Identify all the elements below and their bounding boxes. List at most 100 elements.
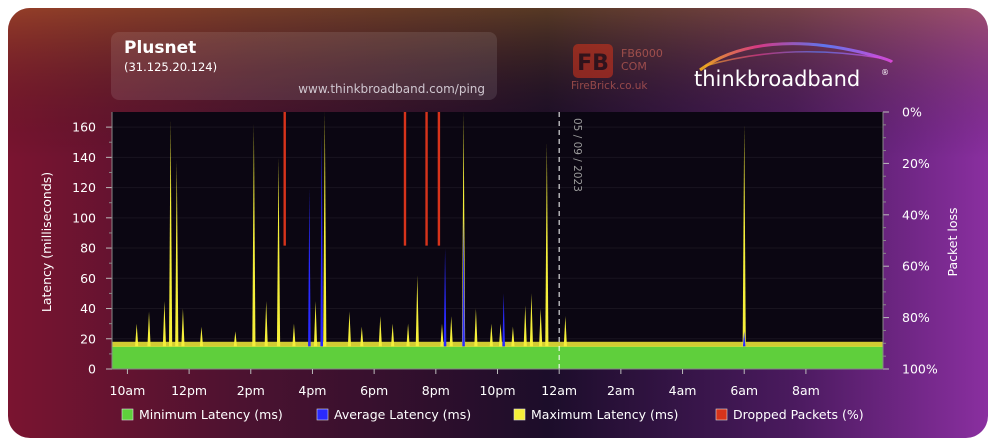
max-latency-spike: [391, 323, 395, 347]
y-tick-label: 0: [88, 362, 96, 377]
dropped-packets-bar: [425, 112, 428, 246]
y2-tick-label: 100%: [902, 362, 938, 377]
ping-url[interactable]: www.thinkbroadband.com/ping: [298, 82, 485, 96]
y2-tick-label: 80%: [902, 310, 930, 325]
max-latency-spike: [252, 124, 256, 347]
max-latency-spike: [539, 308, 543, 347]
max-latency-spike: [378, 316, 382, 347]
ip-address: (31.125.20.124): [124, 60, 217, 74]
max-latency-spike: [529, 293, 534, 347]
min-latency-series: [112, 346, 883, 369]
max-latency-spike: [233, 331, 237, 347]
dropped-packets-bar: [283, 112, 286, 246]
max-latency-spike: [162, 300, 167, 347]
x-tick-label: 8pm: [422, 383, 450, 398]
y-tick-label: 140: [72, 150, 96, 165]
y-axis-left: 0 20 40 60 80 100 120 140 160: [72, 112, 113, 377]
y2-tick-label: 40%: [902, 207, 930, 222]
max-latency-spike: [360, 326, 364, 347]
max-latency-spike: [347, 311, 352, 347]
x-tick-label: 6am: [730, 383, 758, 398]
legend: Minimum Latency (ms) Average Latency (ms)…: [121, 407, 864, 422]
firebrick-model: FB6000: [621, 47, 663, 60]
thinkbroadband-logo: thinkbroadband ®: [694, 42, 894, 91]
legend-label-max: Maximum Latency (ms): [531, 407, 678, 422]
isp-name: Plusnet: [124, 38, 196, 58]
y-axis-right: 0% 20% 40% 60% 80% 100%: [882, 105, 938, 377]
max-latency-spike: [449, 316, 453, 347]
avg-latency-spike: [320, 134, 324, 347]
y-axis-label: Latency (milliseconds): [39, 172, 54, 312]
max-latency-spike: [563, 316, 567, 347]
y-tick-label: 60: [80, 271, 96, 286]
max-latency-spike: [147, 311, 151, 347]
max-latency-spike: [440, 323, 444, 347]
max-latency-spike: [181, 308, 185, 347]
plot-area: [112, 112, 883, 369]
y2-tick-label: 0%: [902, 105, 922, 120]
max-latency-spike: [175, 160, 179, 347]
legend-label-min: Minimum Latency (ms): [139, 407, 283, 422]
y-tick-label: 20: [80, 331, 96, 346]
x-tick-label: 8am: [792, 383, 820, 398]
firebrick-logo: FB FB6000 COM FireBrick.co.uk: [571, 44, 663, 92]
x-tick-label: 6pm: [360, 383, 388, 398]
y-tick-label: 40: [80, 301, 96, 316]
max-latency-spike: [292, 323, 296, 347]
header-box: [111, 32, 497, 100]
firebrick-site: FireBrick.co.uk: [571, 80, 648, 92]
legend-swatch-max: [513, 408, 526, 421]
dropped-packets-bar: [437, 112, 441, 246]
avg-latency-spike: [308, 187, 311, 347]
min-latency-area: [112, 346, 883, 369]
date-marker-label: 05 / 09 / 2023: [571, 118, 583, 192]
logo-swirl: [699, 42, 894, 72]
max-latency-spike: [545, 142, 549, 347]
max-latency-baseline: [112, 341, 883, 347]
max-latency-spike: [135, 323, 139, 347]
max-latency-spike: [406, 323, 410, 347]
x-axis: 10am 12pm 2pm 4pm 6pm 8pm 10pm 12am 2am 4am 6am 8am: [110, 368, 883, 398]
legend-label-avg: Average Latency (ms): [334, 407, 471, 422]
y2-tick-label: 60%: [902, 259, 930, 274]
x-tick-label: 2am: [607, 383, 635, 398]
x-tick-label: 12pm: [171, 383, 207, 398]
avg-latency-spike: [742, 331, 746, 347]
y-tick-label: 160: [72, 120, 96, 135]
avg-latency-spike: [502, 293, 505, 347]
logo-registered: ®: [881, 68, 889, 77]
logo-text: thinkbroadband: [694, 67, 860, 91]
avg-latency-series: [308, 134, 746, 347]
max-latency-spike: [415, 275, 419, 347]
legend-swatch-avg: [316, 408, 329, 421]
x-tick-label: 4pm: [298, 383, 326, 398]
dropped-packets-series: [283, 112, 441, 246]
x-tick-label: 12am: [541, 383, 577, 398]
max-latency-spike: [168, 119, 173, 347]
max-latency-spike: [523, 305, 527, 347]
legend-label-dropped: Dropped Packets (%): [733, 407, 864, 422]
firebrick-logo-mark: [573, 44, 613, 78]
legend-swatch-dropped: [715, 408, 728, 421]
y2-tick-label: 20%: [902, 156, 930, 171]
legend-swatch-min: [121, 408, 134, 421]
max-latency-spike: [474, 308, 478, 347]
avg-latency-spike: [443, 248, 447, 347]
x-tick-label: 10pm: [479, 383, 515, 398]
dropped-packets-bar: [403, 112, 407, 246]
max-latency-spike: [498, 323, 503, 347]
x-tick-label: 10am: [110, 383, 146, 398]
y-tick-label: 80: [80, 241, 96, 256]
max-latency-spike: [742, 124, 746, 347]
logo-swirl-2: [704, 51, 881, 67]
max-latency-spike: [489, 323, 493, 347]
max-latency-spike: [264, 300, 268, 347]
x-tick-label: 2pm: [237, 383, 265, 398]
max-latency-spike: [276, 157, 281, 347]
date-marker: 05 / 09 / 2023: [558, 112, 583, 369]
firebrick-logo-glyph: FB: [577, 51, 609, 76]
y2-axis-label: Packet loss: [945, 207, 960, 276]
firebrick-com: COM: [621, 60, 647, 73]
max-latency-spike: [511, 326, 515, 347]
